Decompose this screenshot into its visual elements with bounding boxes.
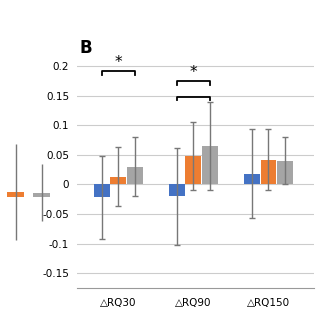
Bar xyxy=(94,184,109,197)
Bar xyxy=(33,193,50,197)
Bar xyxy=(127,167,143,184)
Bar xyxy=(185,156,201,184)
Bar xyxy=(202,146,218,184)
Text: B: B xyxy=(79,39,92,57)
Bar xyxy=(110,177,126,184)
Bar xyxy=(277,161,293,184)
Bar xyxy=(7,192,24,197)
Bar xyxy=(260,160,276,184)
Bar xyxy=(169,184,185,196)
Text: *: * xyxy=(189,65,197,80)
Text: *: * xyxy=(114,54,122,69)
Bar xyxy=(244,174,260,184)
